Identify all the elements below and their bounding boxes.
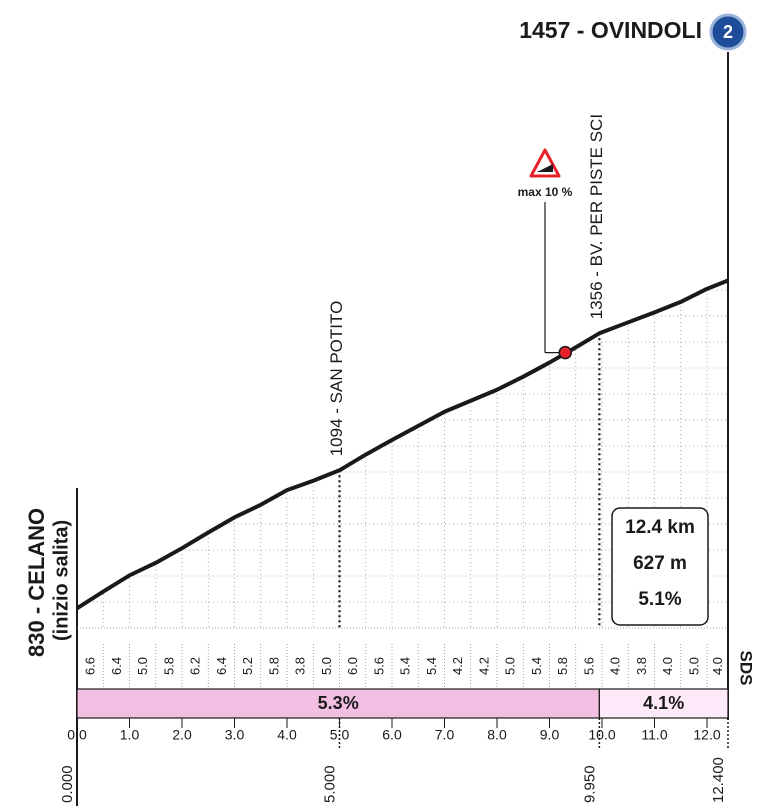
gradient-label: 3.8 [634,657,649,675]
finish-badge [709,13,747,51]
waypoint-label: 1094 - SAN POTITO [327,301,346,457]
gradient-label: 6.0 [345,657,360,675]
gradient-label: 5.8 [555,657,570,675]
gradient-label: 5.4 [398,657,413,675]
section-bar [598,688,729,719]
gradient-label: 4.0 [660,657,675,675]
x-tick-label: 9.0 [540,727,560,743]
summary-box [611,507,709,626]
gradient-label: 4.0 [608,657,623,675]
x-tick-label: 11.0 [641,727,667,743]
section-label: 4.1% [643,693,684,713]
km-marker-label: 0.000 [59,765,76,803]
waypoint-label: 1356 - BV. PER PISTE SCI [587,114,606,319]
gradient-label: 5.0 [135,657,150,675]
km-marker-label: 12.400 [710,757,727,803]
km-marker-label: 9.950 [581,765,598,803]
start-label: 830 - CELANO [24,508,49,657]
gradient-label: 5.4 [424,657,439,675]
gradient-label: 5.8 [266,657,281,675]
warning-icon [529,148,561,178]
gradient-label: 5.4 [529,657,544,675]
x-tick-label: 1.0 [120,727,140,743]
km-marker-label: 5.000 [321,765,338,803]
max-gradient-label: max 10 % [518,185,573,199]
x-tick-label: 3.0 [225,727,245,743]
elevation-profile [75,278,729,611]
gradient-label: 5.6 [581,657,596,675]
logo: SDS [737,651,756,686]
x-tick-label: 10.0 [588,727,615,743]
summary-line: 627 m [633,553,687,574]
gradient-label: 5.2 [240,657,255,675]
gradient-label: 6.4 [214,657,229,675]
warning-icon-slope [537,164,553,172]
start-note: (inizio salita) [50,520,72,641]
x-tick-label: 7.0 [435,727,455,743]
gradient-label: 3.8 [293,657,308,675]
section-bar [76,688,600,719]
gradient-label: 6.2 [188,657,203,675]
gradient-label: 5.6 [371,657,386,675]
summary-line: 12.4 km [625,517,695,538]
x-tick-label: 6.0 [382,727,402,743]
gradient-label: 4.0 [710,657,725,675]
gradient-label: 5.0 [503,657,518,675]
plot: 1094 - SAN POTITO 1356 - BV. PER PISTE SC… [24,13,756,806]
x-tick-label: 2.0 [172,727,192,743]
x-tick-label: 8.0 [487,727,507,743]
section-label: 5.3% [318,693,359,713]
summary-line: 5.1% [638,589,681,610]
gradient-label: 5.0 [686,657,701,675]
max-gradient-point [558,345,572,360]
x-tick-label: 4.0 [277,727,297,743]
chart-title: 1457 - OVINDOLI [519,17,702,43]
gradient-label: 5.8 [161,657,176,675]
gradient-label: 5.0 [319,657,334,675]
x-tick-label: 12.0 [693,727,720,743]
gradient-label: 4.2 [450,657,465,675]
gradient-label: 6.6 [83,657,98,675]
gradient-label: 6.4 [109,657,124,675]
finish-badge-number: 2 [723,22,733,42]
gradient-label: 4.2 [476,657,491,675]
